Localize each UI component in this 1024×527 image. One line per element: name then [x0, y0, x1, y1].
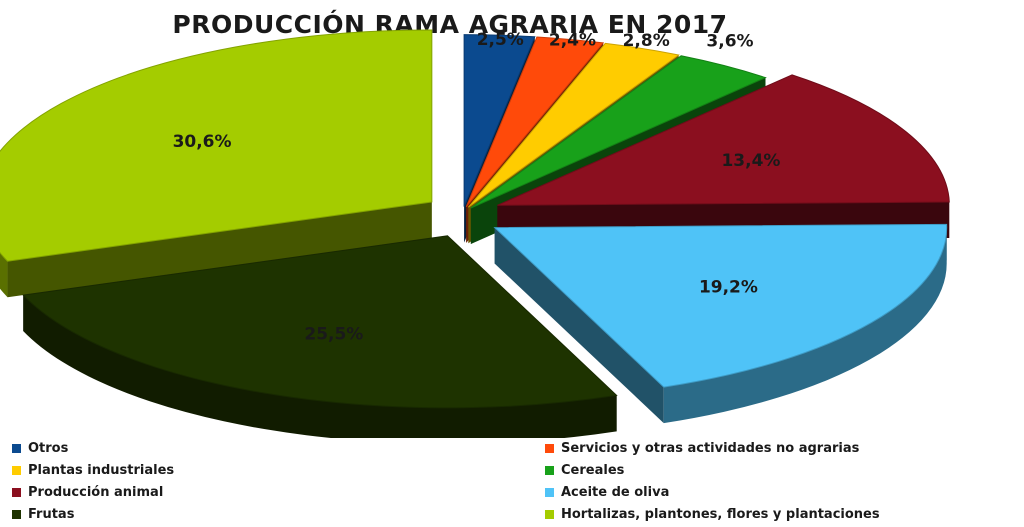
legend-item-cereales: Cereales — [545, 463, 624, 478]
slice-producci-n-animal — [497, 74, 950, 206]
slice-wall-hortalizas-plantones-flores-y-plantaciones-0 — [7, 201, 432, 298]
legend-swatch — [12, 510, 21, 519]
slice-wall-aceite-de-oliva-1 — [494, 227, 664, 424]
legend-item-producci-n-animal: Producción animal — [12, 485, 163, 500]
legend-swatch — [12, 444, 21, 453]
data-label-plantas-industriales: 2,8% — [623, 31, 670, 51]
data-label-hortalizas-plantones-flores-y-plantaciones: 30,6% — [173, 132, 232, 152]
legend-item-plantas-industriales: Plantas industriales — [12, 463, 174, 478]
data-label-aceite-de-oliva: 19,2% — [699, 277, 758, 297]
slice-cereales — [470, 55, 767, 209]
legend-label: Servicios y otras actividades no agraria… — [561, 441, 860, 456]
legend-swatch — [545, 510, 554, 519]
legend-label: Plantas industriales — [28, 463, 175, 478]
slice-plantas-industriales — [468, 42, 680, 208]
legend-swatch — [545, 444, 554, 453]
slice-aceite-de-oliva — [493, 223, 948, 388]
data-label-servicios-y-otras-actividades-no-agrarias: 2,4% — [549, 30, 596, 50]
chart-title: PRODUCCIÓN RAMA AGRARIA EN 2017 — [172, 10, 728, 39]
slice-servicios-y-otras-actividades-no-agrarias — [465, 36, 605, 208]
data-label-producci-n-animal: 13,4% — [721, 151, 780, 171]
legend-swatch — [545, 488, 554, 497]
slice-hortalizas-plantones-flores-y-plantaciones — [0, 29, 433, 262]
legend-label: Frutas — [28, 507, 75, 522]
data-label-frutas: 25,5% — [304, 324, 363, 344]
legend-item-otros: Otros — [12, 441, 68, 456]
legend-item-servicios-y-otras-actividades-no-agrarias: Servicios y otras actividades no agraria… — [545, 441, 859, 456]
legend-item-frutas: Frutas — [12, 507, 74, 522]
slice-otros — [463, 34, 536, 207]
legend-label: Aceite de oliva — [561, 485, 670, 500]
legend: Otros Servicios y otras actividades no ag… — [0, 438, 1024, 527]
legend-swatch — [12, 466, 21, 475]
legend-swatch — [545, 466, 554, 475]
legend-label: Hortalizas, plantones, flores y plantaci… — [561, 507, 880, 522]
slice-side-frutas-0 — [23, 295, 617, 438]
slice-side-aceite-de-oliva-0 — [663, 227, 947, 424]
legend-label: Producción animal — [28, 485, 164, 500]
pie-chart: 2,5% 2,4% 2,8% 3,6% 13,4% 19,2% 25,5% 30,6% — [0, 29, 950, 438]
legend-swatch — [12, 488, 21, 497]
legend-item-hortalizas-plantones-flores-y-plantaciones: Hortalizas, plantones, flores y plantaci… — [545, 507, 880, 522]
legend-label: Otros — [28, 441, 69, 456]
slice-frutas — [22, 235, 618, 409]
slice-side-hortalizas-plantones-flores-y-plantaciones-0 — [0, 252, 8, 298]
legend-item-aceite-de-oliva: Aceite de oliva — [545, 485, 669, 500]
data-label-cereales: 3,6% — [706, 32, 753, 52]
data-label-otros: 2,5% — [477, 30, 524, 50]
legend-label: Cereales — [561, 463, 625, 478]
